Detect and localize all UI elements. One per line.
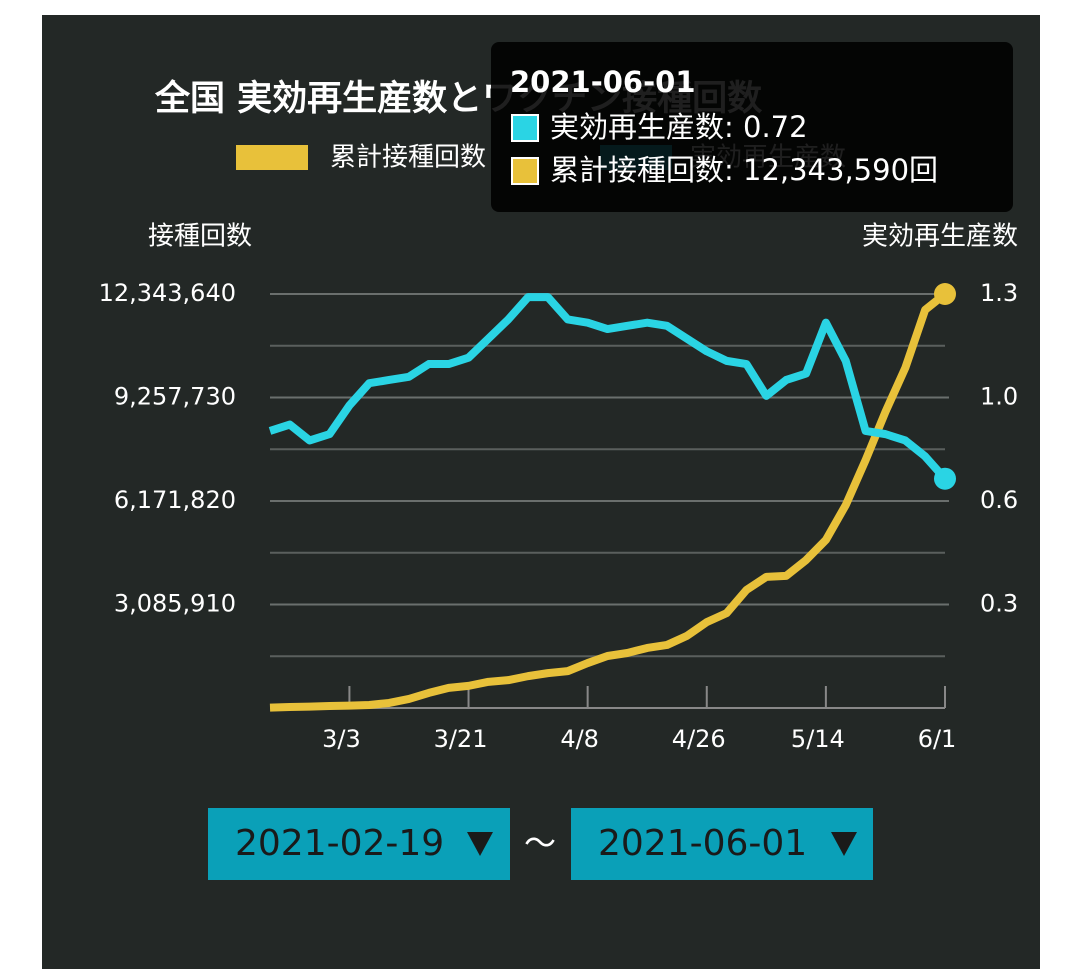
tooltip-box — [491, 42, 1013, 212]
tooltip: 2021-06-01 実効再生産数: 0.72 累計接種回数: 12,343,5… — [491, 42, 1013, 212]
y-axis-title: 接種回数 — [148, 222, 252, 252]
x-tick-label: 6/1 — [918, 725, 957, 753]
series-line — [269, 290, 948, 712]
tooltip-swatch — [511, 157, 539, 185]
y2-tick-label: 0.3 — [980, 590, 1018, 618]
y2-tick-label: 1.0 — [980, 383, 1018, 411]
x-tick-label: 3/21 — [434, 725, 488, 753]
end-point — [934, 467, 956, 490]
y2-tick-label: 1.3 — [980, 279, 1018, 307]
x-tick-label: 3/3 — [322, 725, 361, 753]
y2-tick-label: 0.6 — [980, 486, 1018, 514]
dropdown-arrow[interactable] — [467, 832, 493, 856]
y-tick-label: 12,343,640 — [99, 279, 236, 307]
select-box[interactable] — [208, 808, 510, 880]
range-separator: 〜 — [524, 824, 556, 862]
end-point — [934, 283, 956, 306]
y-tick-label: 6,171,820 — [114, 486, 236, 514]
x-tick-label: 4/8 — [560, 725, 599, 753]
x-tick-label: 4/26 — [672, 725, 726, 753]
tooltip-title: 2021-06-01 — [510, 65, 696, 99]
y-tick-label: 9,257,730 — [114, 383, 236, 411]
date-end-select[interactable]: 2021-06-01 — [571, 808, 873, 880]
select-value[interactable]: 2021-06-01 — [598, 823, 807, 864]
y-tick-label: 3,085,910 — [114, 590, 236, 618]
y2-axis-title: 実効再生産数 — [862, 222, 1018, 252]
plot-area: 3,085,910 6,171,820 9,257,730 12,343,640 0.3… — [99, 279, 1019, 753]
legend-label: 累計接種回数 — [330, 143, 486, 173]
tooltip-item: 累計接種回数: 12,343,590回 — [550, 153, 938, 187]
series-line — [268, 293, 948, 482]
legend-swatch — [236, 145, 308, 170]
tooltip-swatch — [511, 114, 539, 142]
select-box[interactable] — [571, 808, 873, 880]
tooltip-item: 実効再生産数: 0.72 — [550, 110, 808, 144]
dropdown-arrow[interactable] — [831, 832, 857, 856]
date-start-select[interactable]: 2021-02-19 — [208, 808, 510, 880]
select-value[interactable]: 2021-02-19 — [235, 823, 444, 864]
x-tick-label: 5/14 — [791, 725, 845, 753]
